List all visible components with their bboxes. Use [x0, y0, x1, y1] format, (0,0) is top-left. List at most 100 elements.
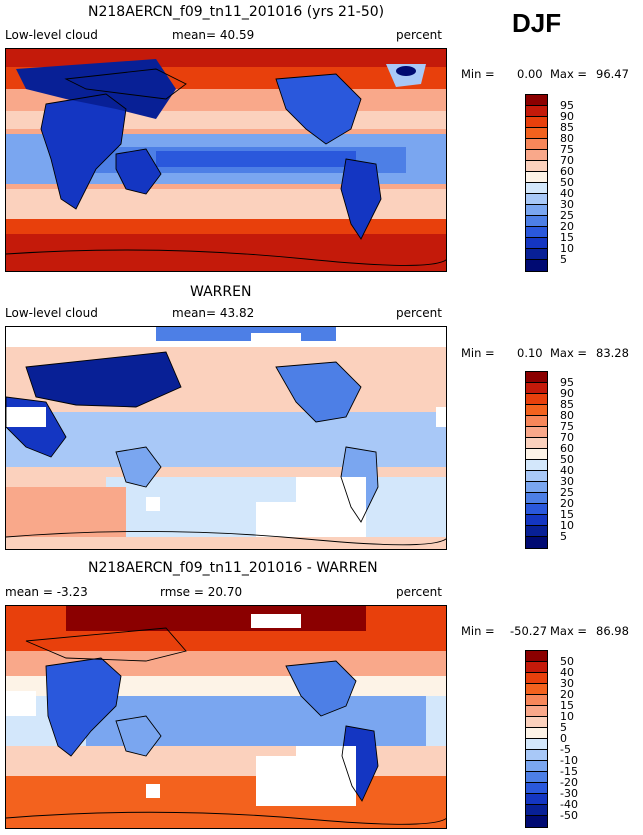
colorbar-swatch: [526, 515, 547, 526]
panel2-title: WARREN: [190, 284, 252, 300]
colorbar-tick-label: 5: [560, 721, 567, 734]
colorbar-swatch: [526, 150, 547, 161]
colorbar-swatch: [526, 460, 547, 471]
colorbar-tick-label: 10: [560, 519, 574, 532]
panel1-variable-label: Low-level cloud: [5, 28, 98, 42]
colorbar-swatch: [526, 482, 547, 493]
colorbar-swatch: [526, 695, 547, 706]
colorbar-swatch: [526, 249, 547, 260]
colorbar-swatch: [526, 651, 547, 662]
colorbar-tick-label: -5: [560, 743, 571, 756]
colorbar-swatch: [526, 717, 547, 728]
season-label: DJF: [512, 8, 562, 38]
panel3-units: percent: [396, 585, 442, 599]
colorbar-swatch: [526, 194, 547, 205]
colorbar-swatch: [526, 728, 547, 739]
colorbar-swatch: [526, 394, 547, 405]
colorbar-tick-label: 70: [560, 154, 574, 167]
colorbar-tick-label: 5: [560, 253, 567, 266]
colorbar-tick-label: 5: [560, 530, 567, 543]
colorbar-swatch: [526, 438, 547, 449]
panel2-mean: mean= 43.82: [172, 306, 255, 320]
colorbar-tick-label: -30: [560, 787, 578, 800]
colorbar-tick-label: -40: [560, 798, 578, 811]
panel3-map: [5, 605, 447, 829]
colorbar-swatch: [526, 405, 547, 416]
colorbar-swatch: [526, 128, 547, 139]
panel1-title: N218AERCN_f09_tn11_201016 (yrs 21-50): [88, 4, 385, 20]
colorbar-swatch: [526, 805, 547, 816]
colorbar-tick-label: 90: [560, 110, 574, 123]
colorbar-swatch: [526, 416, 547, 427]
colorbar-tick-label: 30: [560, 198, 574, 211]
colorbar-swatch: [526, 106, 547, 117]
colorbar-swatch: [526, 161, 547, 172]
panel3-mean: mean = -3.23: [5, 585, 88, 599]
colorbar-tick-label: 75: [560, 420, 574, 433]
colorbar-tick-label: -10: [560, 754, 578, 767]
colorbar-tick-label: 70: [560, 431, 574, 444]
colorbar-tick-label: 10: [560, 242, 574, 255]
colorbar-tick-label: 75: [560, 143, 574, 156]
colorbar-swatch: [526, 739, 547, 750]
panel1-mean: mean= 40.59: [172, 28, 255, 42]
panel3-min-value: -50.27: [510, 624, 548, 638]
colorbar-swatch: [526, 772, 547, 783]
colorbar-swatch: [526, 471, 547, 482]
panel1-min-label: Min =: [461, 67, 495, 81]
colorbar-swatch: [526, 238, 547, 249]
colorbar-tick-label: 30: [560, 677, 574, 690]
panel2-units: percent: [396, 306, 442, 320]
panel3-title: N218AERCN_f09_tn11_201016 - WARREN: [88, 560, 378, 576]
colorbar-tick-label: -15: [560, 765, 578, 778]
colorbar-tick-label: 30: [560, 475, 574, 488]
panel2-min-value: 0.10: [517, 346, 543, 360]
panel3-min-label: Min =: [461, 624, 495, 638]
colorbar-tick-label: 25: [560, 209, 574, 222]
colorbar-swatch: [526, 504, 547, 515]
colorbar-swatch: [526, 761, 547, 772]
panel1-max-label: Max =: [550, 67, 588, 81]
panel1-map: [5, 48, 447, 272]
colorbar-tick-label: 50: [560, 655, 574, 668]
colorbar-tick-label: 15: [560, 508, 574, 521]
colorbar-swatch: [526, 673, 547, 684]
colorbar-swatch: [526, 372, 547, 383]
colorbar-tick-label: 0: [560, 732, 567, 745]
colorbar-tick-label: 40: [560, 464, 574, 477]
panel2-map: [5, 326, 447, 550]
colorbar-swatch: [526, 260, 547, 271]
panel3-rmse: rmse = 20.70: [160, 585, 243, 599]
colorbar-tick-label: -20: [560, 776, 578, 789]
colorbar-tick-label: 50: [560, 176, 574, 189]
colorbar-tick-label: 85: [560, 121, 574, 134]
panel2-max-label: Max =: [550, 346, 588, 360]
colorbar-swatch: [526, 750, 547, 761]
colorbar-swatch: [526, 227, 547, 238]
panel2-max-value: 83.28: [596, 346, 629, 360]
colorbar-swatch: [526, 684, 547, 695]
colorbar-swatch: [526, 95, 547, 106]
colorbar-swatch: [526, 783, 547, 794]
colorbar-tick-label: 50: [560, 453, 574, 466]
colorbar-swatch: [526, 662, 547, 673]
panel1-max-value: 96.47: [596, 67, 629, 81]
colorbar-swatch: [526, 383, 547, 394]
colorbar-tick-label: 90: [560, 387, 574, 400]
colorbar-swatch: [526, 172, 547, 183]
panel3-max-value: 86.98: [596, 624, 629, 638]
colorbar-tick-label: 15: [560, 699, 574, 712]
colorbar-swatch: [526, 216, 547, 227]
colorbar-tick-label: 80: [560, 132, 574, 145]
colorbar-swatch: [526, 117, 547, 128]
colorbar-swatch: [526, 139, 547, 150]
colorbar-swatch: [526, 183, 547, 194]
colorbar-tick-label: 85: [560, 398, 574, 411]
colorbar-swatch: [526, 816, 547, 827]
colorbar-swatch: [526, 706, 547, 717]
panel1-colorbar: [525, 94, 548, 272]
colorbar-swatch: [526, 526, 547, 537]
colorbar-tick-label: 80: [560, 409, 574, 422]
colorbar-tick-label: 20: [560, 497, 574, 510]
colorbar-tick-label: 40: [560, 666, 574, 679]
